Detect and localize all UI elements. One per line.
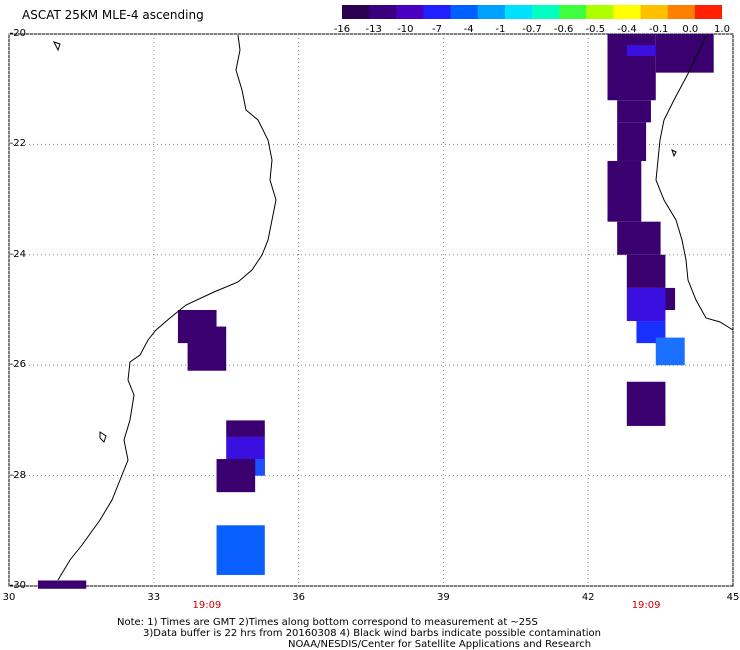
- color-scale-swatch: [423, 5, 452, 19]
- wind-cell: [226, 420, 265, 437]
- wind-cell: [37, 580, 87, 589]
- island-coastline: [99, 431, 107, 443]
- latitude-label: -22: [9, 138, 26, 150]
- color-scale-label: -0.6: [553, 24, 574, 35]
- island-coastline: [671, 149, 677, 158]
- wind-cell: [617, 122, 647, 161]
- wind-cell: [607, 34, 656, 101]
- color-scale-swatch: [342, 5, 370, 19]
- color-scale-swatch: [586, 5, 614, 19]
- color-scale-label: -1: [495, 24, 506, 35]
- wind-cell: [216, 459, 256, 493]
- color-scale-label: 1.0: [714, 24, 730, 35]
- wind-cell: [216, 525, 265, 575]
- color-scale-label: -0.5: [585, 24, 606, 35]
- africa-coastline: [57, 34, 277, 581]
- longitude-label: 45: [726, 592, 740, 603]
- color-scale-swatch: [640, 5, 669, 19]
- wind-cell: [626, 287, 666, 322]
- wind-cell: [626, 254, 666, 288]
- wind-cell: [617, 221, 661, 255]
- color-scale-swatch: [613, 5, 642, 19]
- color-scale-label: -16: [333, 24, 351, 35]
- color-scale-swatch: [450, 5, 479, 19]
- color-scale-swatch: [532, 5, 560, 19]
- wind-cell: [187, 326, 227, 371]
- latitude-label: -20: [9, 28, 26, 39]
- color-scale-swatch: [559, 5, 587, 19]
- color-scale-label: -4: [463, 24, 474, 35]
- longitude-label: 36: [292, 592, 305, 603]
- madagascar-coastline: [655, 35, 734, 331]
- color-scale-swatch: [504, 5, 533, 19]
- color-scale-bar: [342, 5, 722, 19]
- color-scale-label: -0.4: [617, 24, 637, 35]
- pass-time-label: 19:09: [192, 600, 222, 611]
- latitude-label: -28: [9, 469, 26, 481]
- note-line-2: 3)Data buffer is 22 hrs from 20160308 4)…: [143, 628, 601, 639]
- island-coastline: [53, 41, 61, 52]
- color-scale-label: -10: [397, 24, 414, 35]
- color-scale-swatch: [667, 5, 696, 19]
- color-scale-swatch: [396, 5, 424, 19]
- color-scale-swatch: [477, 5, 506, 19]
- wind-data-cells: [37, 34, 714, 589]
- note-line-1: Note: 1) Times are GMT 2)Times along bot…: [117, 617, 538, 628]
- map-title: ASCAT 25KM MLE-4 ascending: [22, 8, 204, 22]
- note-line-3: NOAA/NESDIS/Center for Satellite Applica…: [288, 639, 592, 650]
- longitude-label: 30: [2, 592, 16, 603]
- color-scale-label: -7: [432, 24, 442, 35]
- wind-cell: [617, 100, 651, 123]
- latitude-label: -26: [9, 359, 26, 371]
- color-scale-label: -0.7: [522, 24, 542, 35]
- latitude-label: -30: [9, 580, 26, 591]
- longitude-label: 33: [147, 592, 161, 603]
- color-scale-label: -0.1: [648, 24, 669, 35]
- wind-cell: [626, 45, 661, 57]
- longitude-label: 42: [581, 592, 595, 603]
- color-scale-label: -13: [365, 24, 382, 35]
- wind-cell: [607, 160, 642, 222]
- wind-cell: [655, 337, 685, 366]
- latitude-label: -24: [9, 248, 26, 260]
- wind-cell: [655, 34, 714, 73]
- color-scale-swatch: [369, 5, 397, 19]
- color-scale-label: 0.0: [682, 24, 699, 35]
- wind-cell: [626, 381, 666, 426]
- wind-cell: [255, 459, 265, 476]
- color-scale-swatch: [694, 5, 722, 19]
- color-scale-labels: -16 -13 -10 -7 -4 -1 -0.7 -0.6 -0.5 -0.4 -0.1 0.0 1.…: [330, 24, 740, 36]
- longitude-label: 39: [437, 592, 450, 603]
- pass-time-label: 19:09: [631, 600, 661, 611]
